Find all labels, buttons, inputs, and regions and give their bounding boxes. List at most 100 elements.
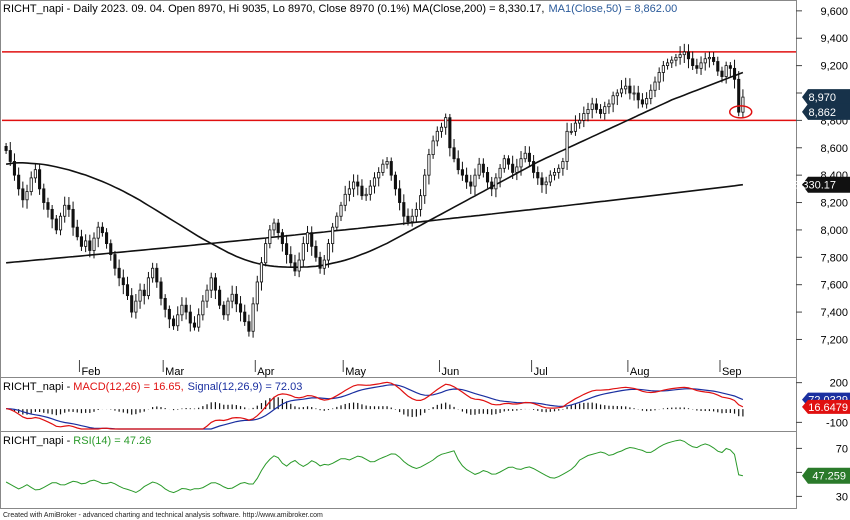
- month-label: Apr: [257, 366, 274, 378]
- candle: [578, 112, 582, 129]
- macd-header: RICHT_napi - MACD(12,26) = 16.65, Signal(…: [3, 381, 302, 393]
- candle: [151, 262, 155, 283]
- candle: [398, 180, 402, 211]
- candle: [431, 135, 435, 159]
- candle: [163, 294, 167, 318]
- svg-text:8,970: 8,970: [808, 92, 836, 104]
- candle: [665, 58, 670, 70]
- candle: [356, 174, 360, 196]
- candle: [418, 189, 423, 217]
- candle: [691, 51, 695, 70]
- candle: [54, 214, 58, 235]
- candle: [720, 66, 724, 83]
- symbol-label: RICHT_napi: [3, 3, 64, 15]
- candle: [427, 148, 431, 185]
- candle: [557, 164, 561, 179]
- candle: [653, 76, 657, 98]
- candle: [71, 201, 75, 236]
- candle: [100, 222, 104, 237]
- rsi-panel-frame: [0, 431, 797, 509]
- candle: [121, 269, 125, 295]
- candle: [109, 239, 113, 261]
- rsi-label: RSI(14) = 47.26: [73, 435, 151, 447]
- candle: [322, 254, 326, 275]
- candle: [460, 161, 464, 181]
- macd-value-badge: 16.6479: [802, 399, 850, 414]
- candle: [50, 205, 54, 229]
- month-label: Sep: [722, 366, 742, 378]
- candle: [4, 142, 8, 154]
- candle: [624, 77, 628, 95]
- ohlc-info: - Daily 2023. 09. 04. Open 8970, Hi 9035…: [64, 3, 413, 15]
- candle: [670, 56, 674, 68]
- candle: [125, 276, 130, 301]
- candle: [84, 234, 88, 253]
- candle: [75, 219, 79, 241]
- candle: [435, 126, 439, 147]
- candle: [167, 305, 171, 329]
- macd-y-tick-label: 200: [830, 378, 848, 390]
- candle: [611, 91, 615, 113]
- month-label: Jun: [441, 366, 459, 378]
- candle: [360, 179, 364, 200]
- candle: [561, 157, 565, 176]
- candle: [674, 53, 678, 67]
- candle: [377, 167, 381, 187]
- candle: [498, 164, 502, 188]
- candle: [264, 238, 268, 267]
- candle: [465, 167, 469, 189]
- candle: [615, 89, 619, 106]
- candle: [347, 180, 351, 202]
- candle: [335, 212, 339, 231]
- candle: [138, 283, 142, 309]
- ma200-label: MA(Close,200) = 8,330.17,: [413, 3, 545, 15]
- candle: [594, 98, 598, 114]
- macd-line: [5, 381, 744, 430]
- candle: [607, 99, 611, 114]
- y-tick-label: 8,000: [820, 225, 848, 237]
- candle: [473, 168, 477, 196]
- candle: [741, 89, 745, 118]
- candle: [645, 92, 649, 109]
- svg-text:16.6479: 16.6479: [808, 402, 848, 414]
- rsi-line: [5, 439, 744, 494]
- footer-credit: Created with AmiBroker - advanced charti…: [3, 512, 323, 519]
- y-tick-label: 7,800: [820, 252, 848, 264]
- candle: [113, 250, 117, 276]
- candle: [130, 288, 134, 318]
- candle: [439, 122, 444, 138]
- candle: [184, 297, 188, 320]
- candle: [423, 168, 427, 204]
- candle: [406, 208, 410, 226]
- candle: [389, 157, 393, 181]
- candle: [686, 44, 691, 69]
- candle: [352, 174, 356, 197]
- candle: [448, 113, 452, 157]
- candle: [456, 150, 460, 175]
- candle: [209, 272, 213, 298]
- candle: [532, 155, 536, 179]
- candle: [519, 151, 523, 176]
- candle: [490, 176, 494, 197]
- month-label: Feb: [81, 366, 100, 378]
- candle: [699, 56, 703, 75]
- candle: [481, 158, 485, 178]
- candle: [197, 308, 201, 332]
- candle: [293, 254, 297, 277]
- candle: [205, 284, 209, 308]
- candle: [381, 159, 385, 176]
- candle: [29, 171, 33, 196]
- candle: [552, 168, 557, 181]
- candle: [515, 158, 519, 181]
- signal-label: Signal(12,26,9) = 72.03: [188, 381, 303, 393]
- candle: [649, 84, 653, 105]
- candle: [414, 202, 418, 223]
- candle: [79, 229, 84, 252]
- candle: [310, 226, 314, 256]
- value-badge: 8,970: [802, 89, 850, 106]
- candle: [63, 196, 67, 223]
- candle: [96, 221, 100, 248]
- value-badge: 8,330.17: [793, 176, 850, 193]
- candle: [582, 106, 586, 128]
- candle: [565, 122, 569, 170]
